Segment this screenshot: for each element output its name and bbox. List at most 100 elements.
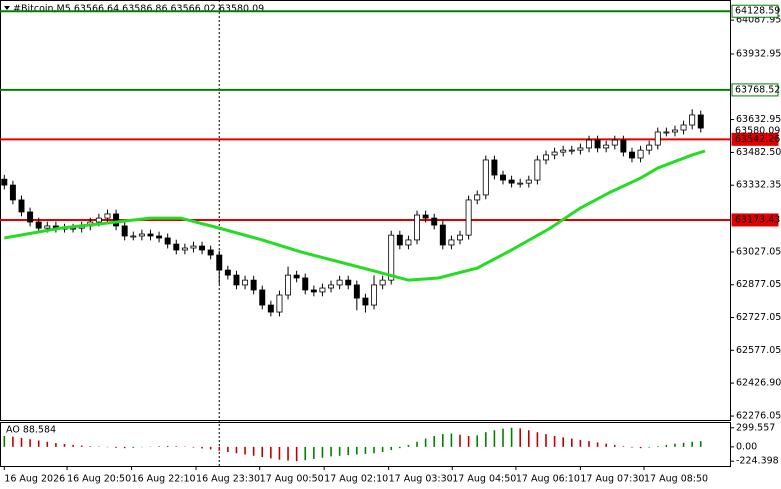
candle-body [319, 287, 326, 293]
candle-body [121, 225, 128, 237]
candle-body [560, 149, 567, 153]
candle-body [689, 114, 696, 126]
level-label: 63173.43 [735, 214, 780, 225]
candle-body [568, 149, 575, 152]
x-tick-label: 16 Aug 22:10 [132, 474, 196, 485]
y-tick-label: 63332.35 [736, 180, 781, 191]
candle-body [35, 221, 42, 229]
candle-body [457, 234, 463, 241]
candle-body [663, 131, 670, 134]
candle-body [181, 247, 188, 251]
candle-body [113, 213, 120, 227]
candle-body [697, 114, 704, 129]
level-label: 64128.59 [735, 6, 780, 17]
ao-y-tick-label: 299.557 [736, 422, 775, 433]
candle-body [259, 289, 266, 306]
candle-body [586, 139, 592, 149]
candle-body [517, 182, 524, 185]
candle-body [371, 284, 378, 306]
candle-body [603, 144, 610, 149]
candle-body [27, 211, 34, 223]
x-tick-label: 17 Aug 03:30 [389, 474, 453, 485]
candle-body [439, 224, 446, 246]
level-label-box [731, 213, 779, 227]
candle-body [379, 279, 386, 286]
candle-body [164, 237, 171, 245]
candle-body [654, 131, 661, 146]
candle-body [388, 234, 395, 281]
candle-body [482, 159, 489, 196]
ao-y-tick-label: 0.00 [736, 441, 757, 452]
candle-body [474, 194, 481, 201]
candle-body [680, 124, 687, 131]
candle-body [224, 269, 231, 276]
level-label: 63768.52 [735, 84, 780, 95]
candle-body [1, 178, 8, 186]
candle-body [156, 235, 163, 239]
candle-body [671, 129, 678, 133]
x-tick-label: 16 Aug 2026 [4, 474, 65, 485]
candle-body [302, 277, 309, 291]
x-tick-label: 17 Aug 04:50 [452, 474, 516, 485]
ao-title: AO 88.584 [6, 425, 56, 436]
chart-header: #Bitcoin,M5 63566.64 63586.86 63566.02 6… [13, 4, 264, 15]
candle-body [138, 233, 145, 237]
candle-body [405, 239, 412, 246]
ao-panel [0, 422, 731, 467]
candle-body [611, 139, 618, 146]
y-tick-label: 63482.50 [736, 147, 781, 158]
candle-body [285, 274, 292, 296]
candle-body [594, 139, 601, 149]
candle-body [422, 214, 429, 219]
candle-body [199, 245, 206, 251]
ao-y-tick-label: -224.398 [736, 456, 779, 467]
candle-body [508, 179, 515, 184]
candle-body [233, 274, 240, 286]
candle-body [130, 235, 137, 238]
y-tick-label: 63632.95 [736, 114, 781, 125]
y-tick-label: 63932.95 [736, 48, 781, 59]
candle-body [353, 284, 360, 299]
level-label-box [731, 4, 779, 18]
x-tick-label: 17 Aug 00:50 [260, 474, 324, 485]
candle-body [620, 139, 627, 153]
candle-body [646, 144, 653, 151]
x-tick-label: 17 Aug 06:10 [516, 474, 580, 485]
candle-body [44, 225, 51, 229]
menu-arrow[interactable] [4, 6, 10, 10]
x-tick-label: 16 Aug 20:50 [67, 474, 131, 485]
candle-body [18, 199, 25, 213]
y-tick-label: 64087.95 [736, 15, 781, 26]
level-label-box [731, 83, 779, 97]
candle-body [216, 254, 223, 271]
candle-body [147, 233, 154, 237]
candle-body [242, 279, 249, 286]
y-tick-label: 62727.05 [736, 312, 781, 323]
candle-body [310, 289, 317, 293]
candle-body [637, 149, 644, 159]
candle-body [431, 217, 438, 226]
x-tick-label: 17 Aug 02:10 [324, 474, 388, 485]
candle-body [448, 239, 455, 246]
candle-body [396, 234, 403, 246]
bid-price: 63580.09 [735, 126, 780, 137]
candle-body [414, 214, 420, 241]
candle-body [9, 184, 16, 201]
y-tick-label: 62577.05 [736, 345, 781, 356]
candle-body [207, 249, 214, 256]
x-tick-label: 17 Aug 07:30 [580, 474, 644, 485]
candle-body [543, 154, 549, 161]
candle-body [525, 179, 532, 184]
candle-body [491, 159, 498, 176]
candle-body [345, 279, 352, 286]
y-tick-label: 62426.90 [736, 378, 781, 389]
level-label-box [731, 132, 779, 146]
candle-body [173, 243, 180, 251]
candle-body [500, 174, 506, 181]
candle-body [250, 279, 257, 291]
y-tick-label: 62877.05 [736, 279, 781, 290]
candle-body [190, 245, 197, 249]
candle-body [276, 294, 283, 313]
y-tick-label: 62276.05 [736, 411, 781, 422]
